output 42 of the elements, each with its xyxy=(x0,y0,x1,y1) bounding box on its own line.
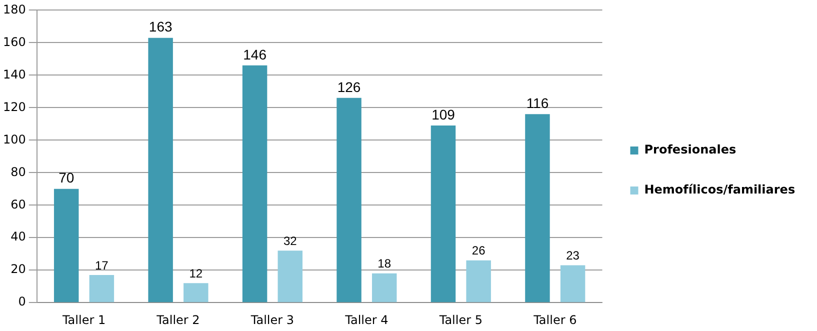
y-tick-label: 60 xyxy=(10,197,26,212)
y-tick-label: 20 xyxy=(10,262,26,276)
bar xyxy=(560,265,586,302)
bar xyxy=(184,283,208,302)
data-label: 109 xyxy=(432,106,456,122)
data-label: 146 xyxy=(243,46,267,62)
y-tick-label: 120 xyxy=(3,100,26,114)
x-tick-label: Taller 4 xyxy=(344,312,388,327)
data-label: 32 xyxy=(283,234,298,248)
data-label: 23 xyxy=(566,248,580,263)
y-tick-label: 80 xyxy=(10,164,26,179)
x-tick-label: Taller 2 xyxy=(156,312,200,327)
y-tick-label: 100 xyxy=(3,132,26,146)
bar xyxy=(54,188,79,302)
bar xyxy=(242,65,268,302)
bar xyxy=(525,114,550,302)
y-tick-label: 160 xyxy=(3,34,26,49)
y-tick-label: 180 xyxy=(3,2,26,16)
data-label: 26 xyxy=(472,244,486,258)
data-label: 116 xyxy=(526,95,549,112)
x-tick-label: Taller 5 xyxy=(438,312,482,327)
data-label: 163 xyxy=(148,18,172,35)
bar xyxy=(278,250,302,302)
data-label: 18 xyxy=(378,256,392,271)
data-label: 12 xyxy=(189,266,203,280)
x-tick-label: Taller 1 xyxy=(61,312,106,327)
data-label: 17 xyxy=(95,258,109,272)
y-tick-label: 40 xyxy=(10,230,26,244)
bar xyxy=(466,260,491,302)
bar xyxy=(148,38,173,302)
bar xyxy=(372,273,397,302)
legend-label: Profesionales xyxy=(644,142,736,157)
bar xyxy=(336,98,362,302)
y-tick-label: 140 xyxy=(3,67,26,82)
data-label: 126 xyxy=(337,78,361,95)
data-label: 70 xyxy=(58,170,74,186)
bar xyxy=(89,274,114,302)
bar xyxy=(430,126,456,302)
y-tick-label: 0 xyxy=(18,294,26,309)
legend-label: Hemofílicos/familiares xyxy=(644,182,796,197)
x-tick-label: Taller 3 xyxy=(250,312,294,327)
x-tick-label: Taller 6 xyxy=(532,312,577,327)
